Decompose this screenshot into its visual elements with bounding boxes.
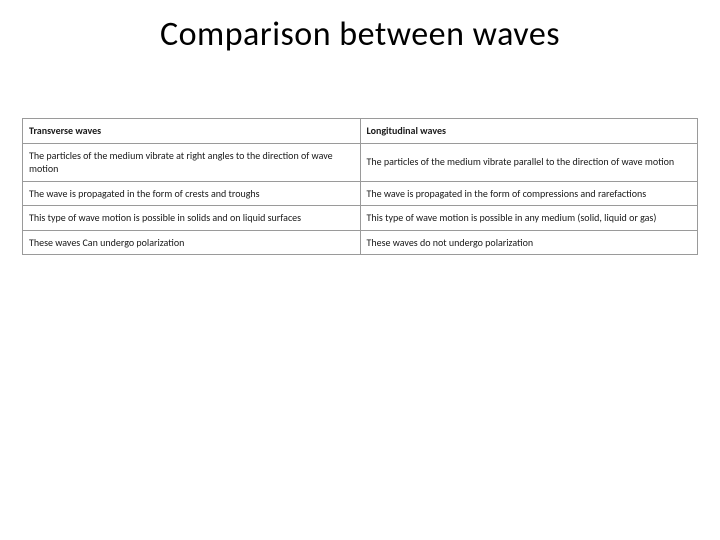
- col-header-longitudinal: Longitudinal waves: [360, 119, 698, 144]
- cell: This type of wave motion is possible in …: [23, 206, 361, 231]
- table-row: The wave is propagated in the form of cr…: [23, 181, 698, 206]
- col-header-transverse: Transverse waves: [23, 119, 361, 144]
- cell: The particles of the medium vibrate at r…: [23, 143, 361, 181]
- cell: This type of wave motion is possible in …: [360, 206, 698, 231]
- table-row: These waves Can undergo polarization The…: [23, 230, 698, 255]
- comparison-table-wrap: Transverse waves Longitudinal waves The …: [22, 118, 698, 255]
- cell: The wave is propagated in the form of co…: [360, 181, 698, 206]
- cell: These waves Can undergo polarization: [23, 230, 361, 255]
- table-row: The particles of the medium vibrate at r…: [23, 143, 698, 181]
- cell: The wave is propagated in the form of cr…: [23, 181, 361, 206]
- cell: The particles of the medium vibrate para…: [360, 143, 698, 181]
- table-row: This type of wave motion is possible in …: [23, 206, 698, 231]
- slide: Comparison between waves Transverse wave…: [0, 0, 720, 540]
- comparison-table: Transverse waves Longitudinal waves The …: [22, 118, 698, 255]
- table-header-row: Transverse waves Longitudinal waves: [23, 119, 698, 144]
- page-title: Comparison between waves: [0, 0, 720, 55]
- cell: These waves do not undergo polarization: [360, 230, 698, 255]
